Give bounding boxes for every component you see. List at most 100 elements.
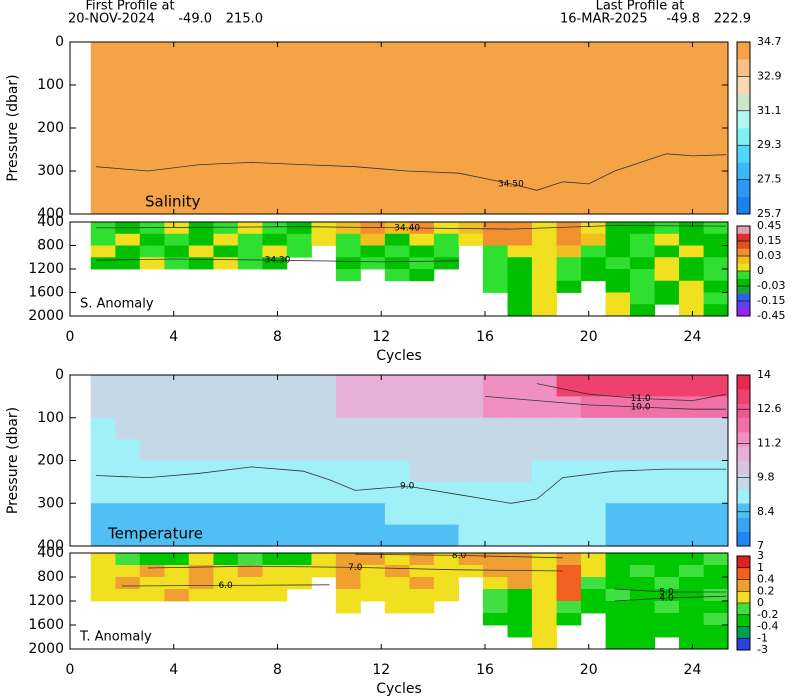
cell <box>654 63 680 86</box>
cell <box>703 171 728 193</box>
cell <box>531 417 557 440</box>
cell <box>580 42 606 64</box>
cell <box>90 245 116 258</box>
cell <box>654 524 680 546</box>
cell <box>678 171 705 193</box>
cell <box>482 233 508 246</box>
cell <box>703 613 728 626</box>
cell <box>605 128 631 150</box>
cell <box>507 396 533 419</box>
cell <box>164 439 190 461</box>
colorbar-band <box>737 59 750 77</box>
cell <box>237 106 263 129</box>
plot-area: 34.50 <box>90 42 728 214</box>
cell <box>90 171 116 193</box>
contour-label: 7.0 <box>348 563 363 573</box>
cell <box>678 292 705 305</box>
colorbar-label: 0.15 <box>757 234 782 247</box>
cell <box>311 524 337 546</box>
cell <box>262 85 288 107</box>
x-tick-label: 20 <box>580 662 598 678</box>
colorbar-label: 25.7 <box>757 207 782 220</box>
cell <box>531 42 557 64</box>
cell <box>360 481 386 504</box>
cell <box>286 396 312 419</box>
cell <box>433 171 459 193</box>
cell <box>531 577 557 590</box>
cell <box>531 149 557 172</box>
panel-label: Temperature <box>107 525 203 543</box>
cell <box>286 85 312 107</box>
cell <box>335 128 361 150</box>
cell <box>311 565 337 578</box>
cell <box>409 245 435 258</box>
cell <box>507 304 533 316</box>
x-tick-label: 24 <box>684 662 702 678</box>
cell <box>213 375 239 397</box>
cell <box>164 257 190 270</box>
cell <box>335 106 361 129</box>
cell <box>335 85 361 107</box>
cell <box>335 481 361 504</box>
cell <box>458 439 484 461</box>
cell <box>531 589 557 602</box>
cell <box>164 417 190 440</box>
cell <box>164 222 190 235</box>
cell <box>311 63 337 86</box>
cell <box>629 577 656 590</box>
cell <box>409 553 435 566</box>
cell <box>335 439 361 461</box>
cell <box>482 577 508 590</box>
cell <box>507 417 533 440</box>
cell <box>678 524 705 546</box>
colorbar-band <box>737 263 750 272</box>
cell <box>286 553 312 566</box>
cell <box>580 63 606 86</box>
cell <box>678 304 705 316</box>
cell <box>507 269 533 282</box>
cell <box>115 460 141 483</box>
cell <box>678 553 705 566</box>
cell <box>629 565 656 578</box>
cell <box>115 85 141 107</box>
cell <box>335 257 361 270</box>
cell <box>556 553 582 566</box>
cell <box>213 460 239 483</box>
cell <box>286 222 312 235</box>
y-tick-label: 800 <box>37 238 64 254</box>
y-tick-label: 1600 <box>28 617 64 633</box>
colorbar-label: 12.6 <box>757 402 782 415</box>
cell <box>629 192 656 214</box>
cell <box>360 106 386 129</box>
x-tick-label: 20 <box>580 329 598 345</box>
cell <box>482 460 508 483</box>
y-tick-label: 0 <box>55 34 64 50</box>
cell <box>482 42 508 64</box>
cell <box>507 589 533 602</box>
cell <box>507 553 533 566</box>
colorbar-band <box>737 93 750 112</box>
cell <box>556 565 582 578</box>
contour-line <box>614 588 727 593</box>
cell <box>286 192 312 214</box>
cell <box>213 589 239 602</box>
cell <box>286 565 312 578</box>
cell <box>311 128 337 150</box>
cell <box>188 503 214 526</box>
cell <box>139 85 165 107</box>
cell <box>139 63 165 86</box>
cell <box>360 222 386 235</box>
cell <box>654 42 680 64</box>
cell <box>580 553 606 566</box>
cell <box>580 589 606 602</box>
cell <box>115 524 141 546</box>
cell <box>335 565 361 578</box>
cell <box>384 417 410 440</box>
cell <box>531 439 557 461</box>
cell <box>213 192 239 214</box>
cell <box>531 375 557 397</box>
cell <box>384 565 410 578</box>
cell <box>311 192 337 214</box>
cell <box>139 257 165 270</box>
cell <box>188 128 214 150</box>
